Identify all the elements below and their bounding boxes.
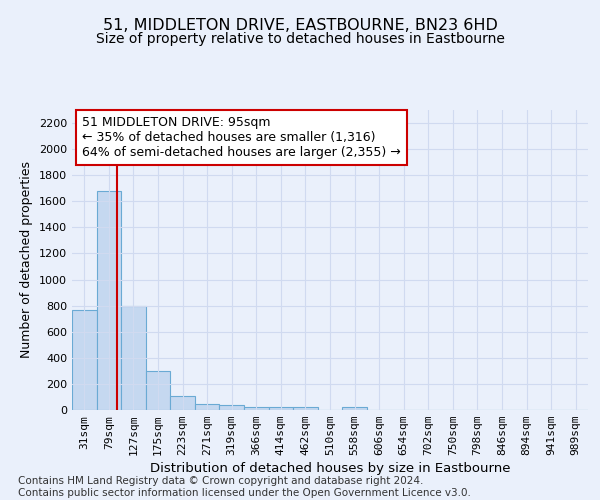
Y-axis label: Number of detached properties: Number of detached properties <box>20 162 34 358</box>
Bar <box>170 396 195 410</box>
Bar <box>342 408 367 410</box>
Bar <box>293 408 318 410</box>
X-axis label: Distribution of detached houses by size in Eastbourne: Distribution of detached houses by size … <box>150 462 510 475</box>
Bar <box>72 310 97 410</box>
Text: 51 MIDDLETON DRIVE: 95sqm
← 35% of detached houses are smaller (1,316)
64% of se: 51 MIDDLETON DRIVE: 95sqm ← 35% of detac… <box>82 116 401 159</box>
Text: Contains HM Land Registry data © Crown copyright and database right 2024.
Contai: Contains HM Land Registry data © Crown c… <box>18 476 471 498</box>
Bar <box>195 404 220 410</box>
Bar <box>146 371 170 410</box>
Bar <box>121 306 146 410</box>
Bar <box>244 406 269 410</box>
Bar <box>220 406 244 410</box>
Text: Size of property relative to detached houses in Eastbourne: Size of property relative to detached ho… <box>95 32 505 46</box>
Bar <box>97 191 121 410</box>
Bar <box>269 406 293 410</box>
Text: 51, MIDDLETON DRIVE, EASTBOURNE, BN23 6HD: 51, MIDDLETON DRIVE, EASTBOURNE, BN23 6H… <box>103 18 497 32</box>
